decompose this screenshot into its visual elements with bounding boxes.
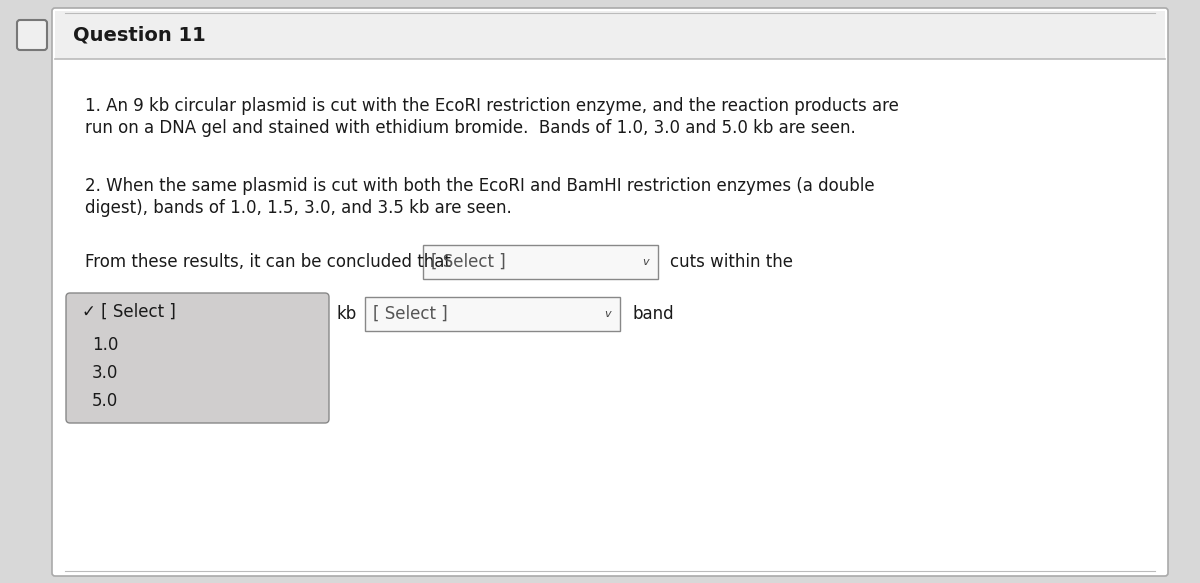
Text: 2. When the same plasmid is cut with both the EcoRI and BamHI restriction enzyme: 2. When the same plasmid is cut with bot… xyxy=(85,177,875,195)
Bar xyxy=(55,11,1165,59)
Text: 1.0: 1.0 xyxy=(92,336,119,354)
FancyBboxPatch shape xyxy=(365,297,620,331)
Text: 1. An 9 kb circular plasmid is cut with the EcoRI restriction enzyme, and the re: 1. An 9 kb circular plasmid is cut with … xyxy=(85,97,899,115)
Text: From these results, it can be concluded that: From these results, it can be concluded … xyxy=(85,253,451,271)
FancyBboxPatch shape xyxy=(424,245,658,279)
Text: band: band xyxy=(632,305,673,323)
Text: Question 11: Question 11 xyxy=(73,26,205,44)
Text: kb: kb xyxy=(337,305,358,323)
Text: [ Select ]: [ Select ] xyxy=(431,253,505,271)
Text: run on a DNA gel and stained with ethidium bromide.  Bands of 1.0, 3.0 and 5.0 k: run on a DNA gel and stained with ethidi… xyxy=(85,119,856,137)
Text: v: v xyxy=(643,257,649,267)
Text: 5.0: 5.0 xyxy=(92,392,119,410)
Text: cuts within the: cuts within the xyxy=(670,253,793,271)
FancyBboxPatch shape xyxy=(52,8,1168,576)
FancyBboxPatch shape xyxy=(17,20,47,50)
Text: v: v xyxy=(605,309,611,319)
Text: 3.0: 3.0 xyxy=(92,364,119,382)
Text: ✓ [ Select ]: ✓ [ Select ] xyxy=(82,303,176,321)
Text: [ Select ]: [ Select ] xyxy=(373,305,448,323)
Text: digest), bands of 1.0, 1.5, 3.0, and 3.5 kb are seen.: digest), bands of 1.0, 1.5, 3.0, and 3.5… xyxy=(85,199,511,217)
FancyBboxPatch shape xyxy=(66,293,329,423)
